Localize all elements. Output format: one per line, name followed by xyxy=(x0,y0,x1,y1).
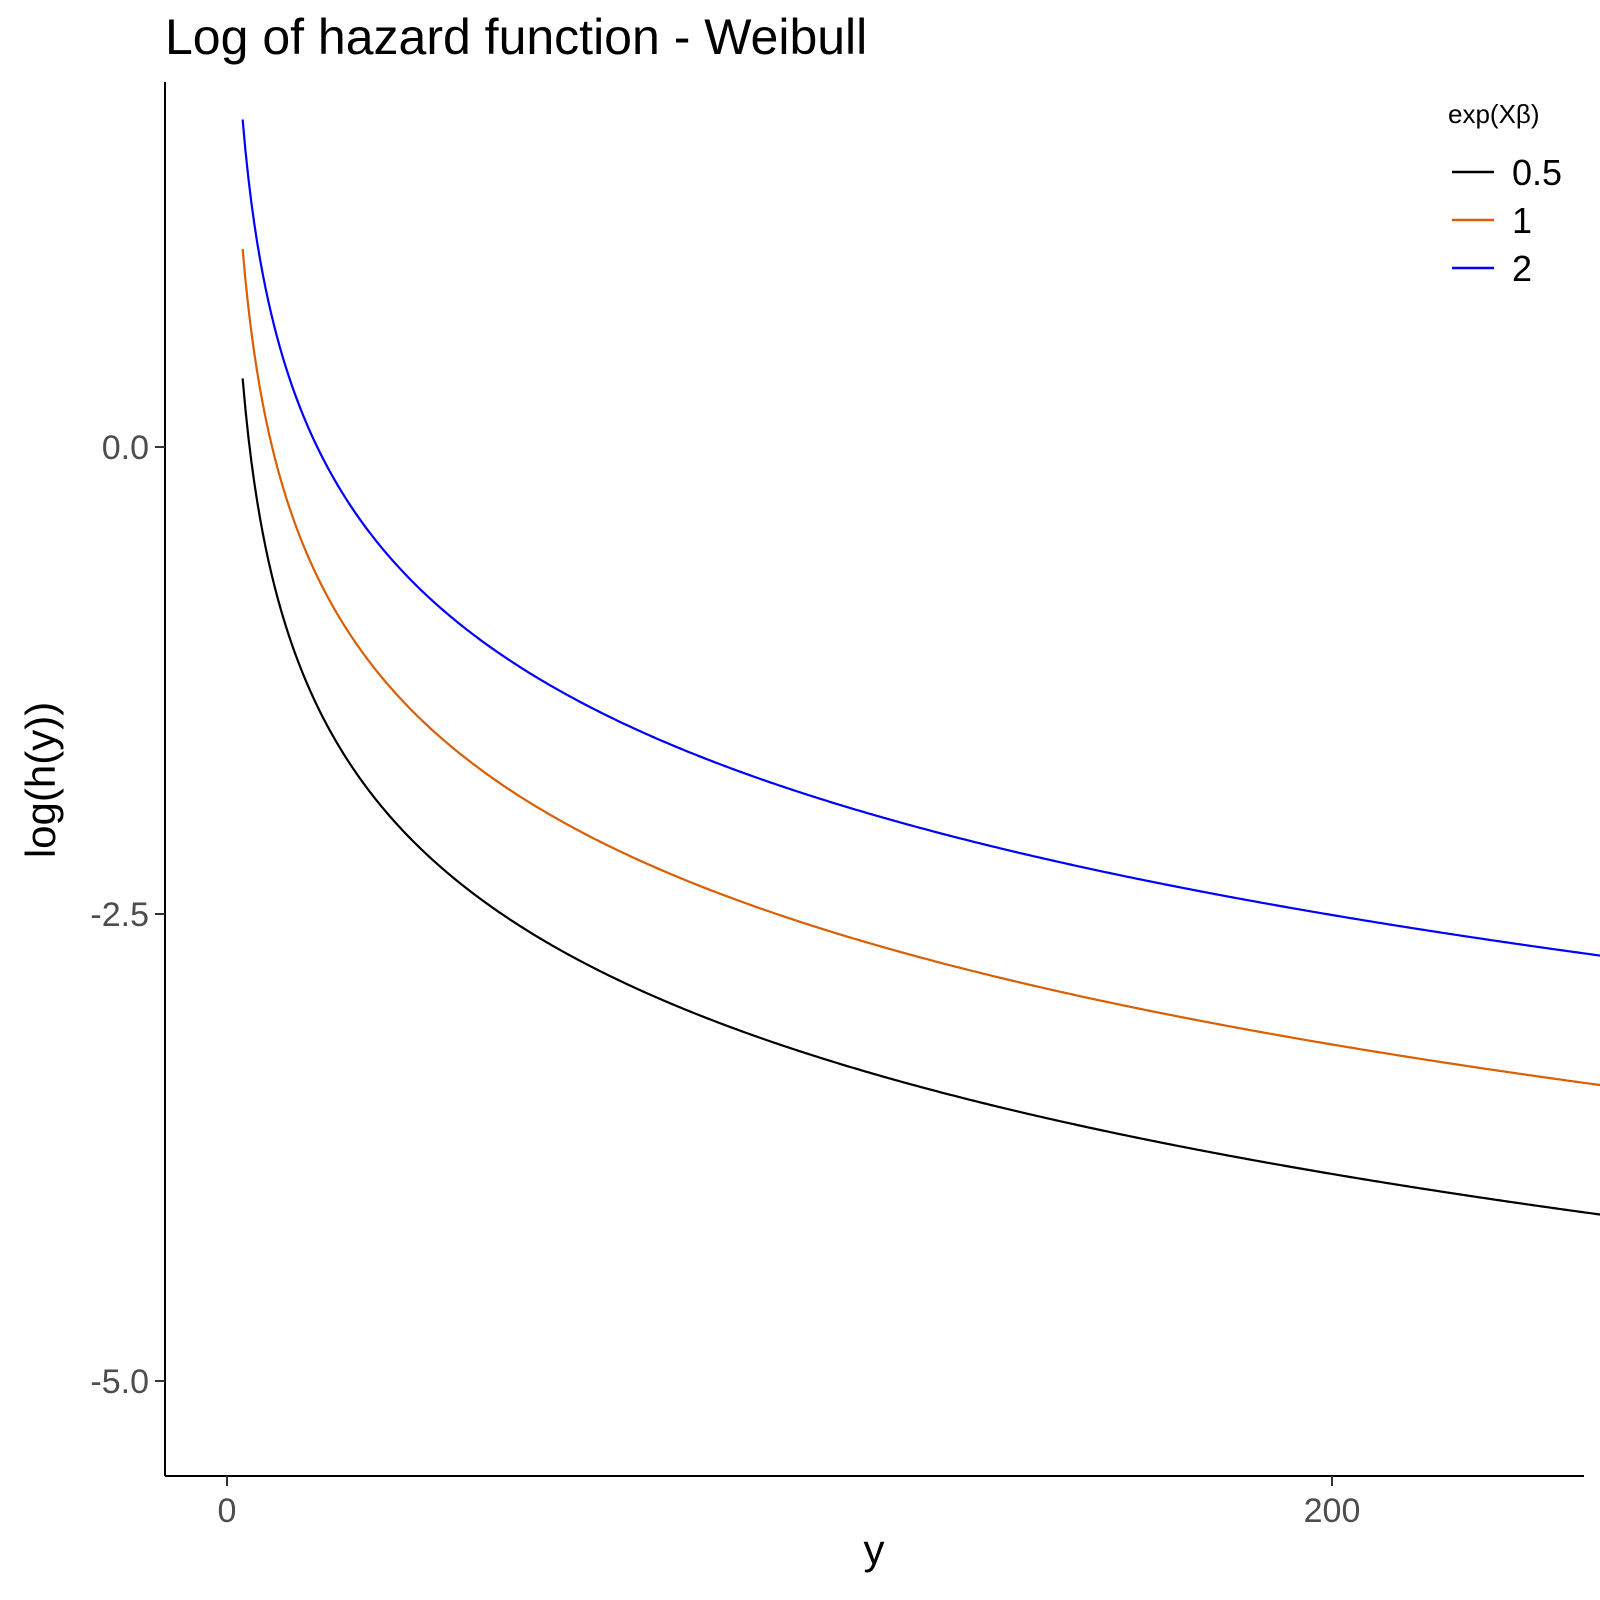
x-axis-ticks: 0200400600 xyxy=(218,1476,1361,1530)
y-tick-label: -2.5 xyxy=(90,896,149,934)
legend: exp(Xβ) 0.5 1 2 xyxy=(1448,99,1562,289)
series-line-1 xyxy=(241,248,1600,1087)
y-axis-ticks: 0.0 -2.5 -5.0 xyxy=(90,429,165,1401)
y-tick-label: -5.0 xyxy=(90,1363,149,1401)
y-tick-label: 0.0 xyxy=(102,429,149,467)
x-axis-label: y xyxy=(864,1526,885,1573)
series-line-2 xyxy=(241,119,1600,957)
legend-title: exp(Xβ) xyxy=(1448,99,1540,129)
series-line-0.5 xyxy=(241,378,1600,1216)
series-lines xyxy=(241,119,1600,1216)
legend-items: 0.5 1 2 xyxy=(1452,152,1562,289)
legend-label: 0.5 xyxy=(1512,152,1562,193)
x-tick-label: 200 xyxy=(1304,1492,1361,1530)
legend-label: 2 xyxy=(1512,248,1532,289)
y-axis-label: log(h(y)) xyxy=(17,702,64,858)
chart-title: Log of hazard function - Weibull xyxy=(165,9,867,65)
x-tick-label: 0 xyxy=(218,1492,237,1530)
legend-label: 1 xyxy=(1512,200,1532,241)
